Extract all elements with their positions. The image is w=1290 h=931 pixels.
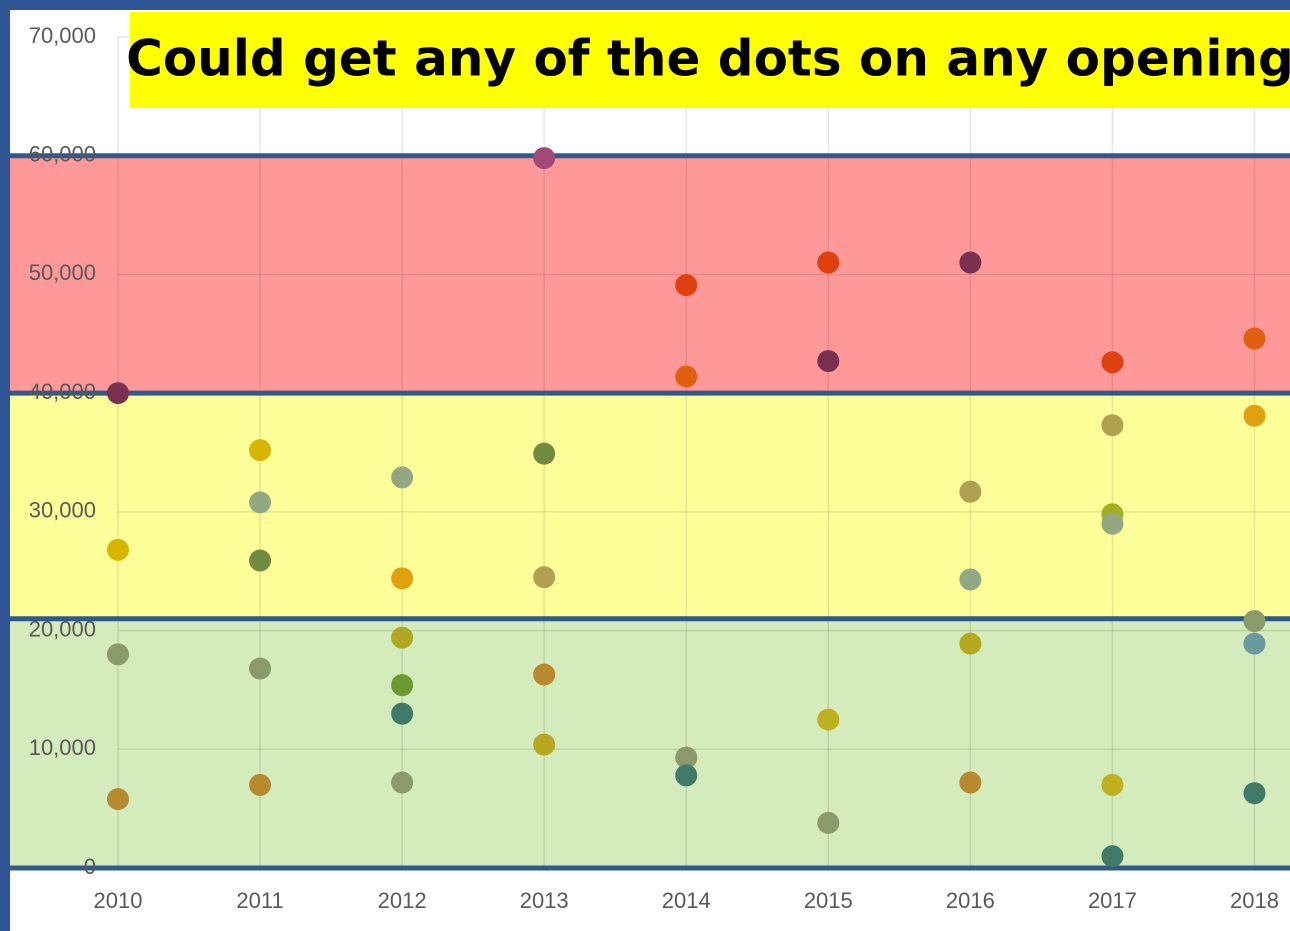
dot xyxy=(1101,773,1124,796)
dot xyxy=(1243,632,1266,655)
dot xyxy=(107,538,129,561)
dot xyxy=(959,771,982,794)
dot xyxy=(675,764,698,787)
y-tick-label: 20,000 xyxy=(29,616,96,641)
dot xyxy=(249,491,272,514)
dot xyxy=(1101,351,1124,374)
x-tick-label: 2012 xyxy=(378,888,427,913)
x-tick-label: 2010 xyxy=(94,888,143,913)
dot xyxy=(107,643,129,666)
dot xyxy=(107,788,129,811)
dot xyxy=(959,632,982,655)
annotation: Could get any of the dots on any opening xyxy=(126,30,1290,88)
dot xyxy=(391,674,414,697)
y-tick-label: 0 xyxy=(84,854,96,879)
dot xyxy=(1101,845,1124,868)
dot xyxy=(817,251,840,274)
dot xyxy=(533,147,556,170)
dot xyxy=(533,733,556,756)
band xyxy=(10,393,1290,619)
x-tick-label: 2011 xyxy=(236,888,283,913)
dot xyxy=(675,274,698,297)
dot xyxy=(391,466,414,489)
dot xyxy=(1243,404,1266,427)
x-tick-label: 2017 xyxy=(1088,888,1137,913)
dot xyxy=(1101,512,1124,535)
y-tick-label: 70,000 xyxy=(29,23,96,48)
dot xyxy=(391,567,414,590)
dot xyxy=(817,708,840,731)
dot xyxy=(533,442,556,465)
x-tick-label: 2013 xyxy=(520,888,569,913)
band xyxy=(10,618,1290,868)
dot xyxy=(675,365,698,388)
y-tick-label: 40,000 xyxy=(29,379,96,404)
band xyxy=(10,155,1290,394)
dot xyxy=(249,549,272,572)
y-tick-label: 10,000 xyxy=(29,735,96,760)
dot xyxy=(1101,414,1124,437)
dot xyxy=(391,626,414,649)
dot xyxy=(1243,327,1266,350)
dot xyxy=(533,566,556,589)
x-tick-label: 2016 xyxy=(946,888,995,913)
dot xyxy=(675,746,698,769)
dot xyxy=(1243,782,1266,805)
x-tick-label: 2015 xyxy=(804,888,853,913)
dot xyxy=(391,771,414,794)
dot xyxy=(107,382,129,405)
dot xyxy=(959,568,982,591)
x-tick-label: 2018 xyxy=(1230,888,1279,913)
dot xyxy=(1243,610,1266,633)
dot xyxy=(817,350,840,373)
annotation-box xyxy=(130,12,1290,108)
dot xyxy=(533,663,556,686)
y-tick-label: 50,000 xyxy=(29,260,96,285)
dot xyxy=(959,480,982,503)
dot xyxy=(391,702,414,725)
y-tick-label: 30,000 xyxy=(29,498,96,523)
y-tick-label: 60,000 xyxy=(29,142,96,167)
x-tick-label: 2014 xyxy=(662,888,711,913)
dot xyxy=(959,251,982,274)
dot xyxy=(817,811,840,834)
dot xyxy=(249,773,272,796)
dot xyxy=(249,439,272,462)
dot xyxy=(249,657,272,680)
